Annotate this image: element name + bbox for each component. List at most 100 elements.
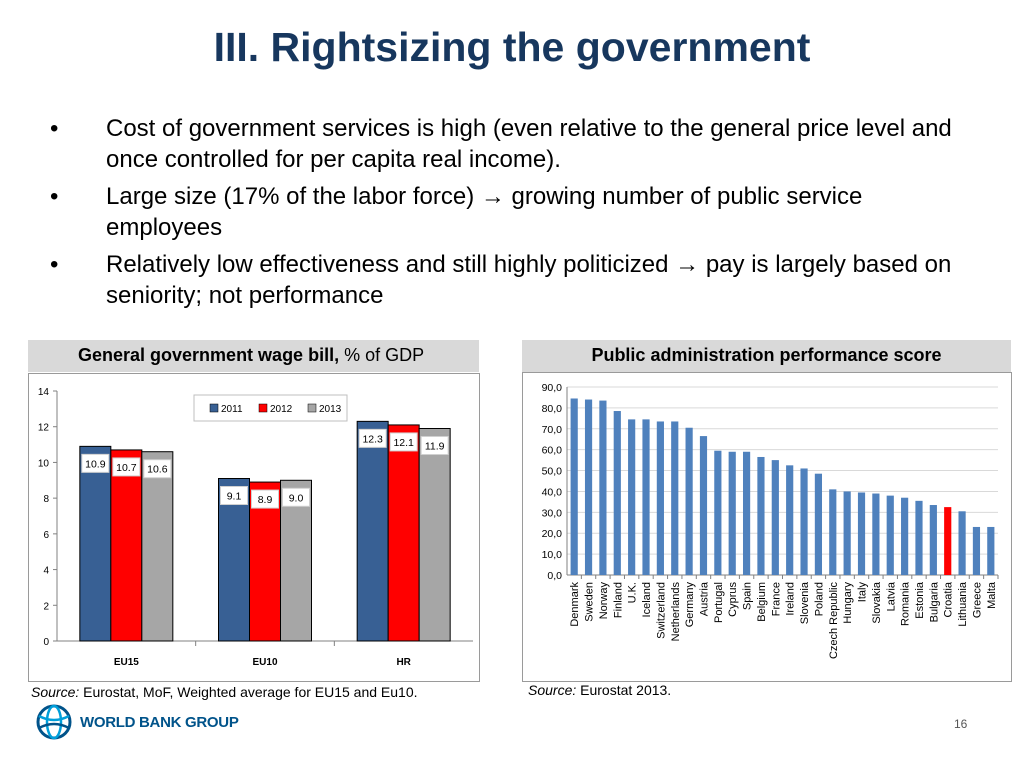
wage-bill-header-bold: General government wage bill, bbox=[78, 345, 340, 365]
data-label-box bbox=[112, 457, 141, 477]
category-label: Lithuania bbox=[957, 581, 969, 627]
legend-box bbox=[193, 394, 348, 422]
category-label: Italy bbox=[857, 582, 869, 603]
bar-eu15-2013 bbox=[141, 451, 174, 642]
y-tick-label: 40,0 bbox=[542, 486, 563, 498]
bullet-text: Cost of government services is high (eve… bbox=[106, 115, 952, 173]
data-label-box bbox=[220, 486, 248, 505]
data-label: 12.3 bbox=[362, 433, 383, 445]
category-label: Greece bbox=[971, 582, 983, 618]
bar-switzerland bbox=[656, 421, 664, 575]
legend-swatch-2013 bbox=[307, 403, 317, 413]
legend-label: 2013 bbox=[319, 404, 342, 415]
data-label-box bbox=[420, 436, 449, 455]
bar-romania bbox=[901, 497, 909, 575]
data-label-box bbox=[251, 489, 279, 509]
y-tick-label: 10 bbox=[38, 458, 50, 469]
data-label: 8.9 bbox=[258, 494, 273, 506]
bar-portugal bbox=[714, 450, 722, 575]
data-label-box bbox=[358, 428, 387, 448]
source-label: Source: bbox=[31, 684, 80, 700]
category-label: U.K. bbox=[627, 582, 639, 603]
bar-italy bbox=[857, 492, 866, 575]
data-label: 10.9 bbox=[85, 458, 106, 470]
bar-france bbox=[771, 460, 779, 575]
category-label: Malta bbox=[986, 581, 998, 609]
bar-norway bbox=[599, 400, 607, 575]
bar-slovenia bbox=[800, 468, 808, 575]
data-label: 11.9 bbox=[425, 441, 445, 453]
category-label: Norway bbox=[598, 582, 610, 620]
wage-bill-chart-header: General government wage bill, % of GDP bbox=[28, 340, 479, 372]
bar-slovakia bbox=[872, 493, 880, 575]
y-tick-label: 0 bbox=[43, 637, 49, 648]
y-tick-label: 70,0 bbox=[542, 424, 563, 436]
bar-u-k- bbox=[628, 419, 636, 575]
legend-label: 2011 bbox=[221, 404, 243, 415]
bar-cyprus bbox=[728, 451, 736, 575]
data-label-box bbox=[143, 459, 172, 479]
wage-bill-source: Source: Eurostat, MoF, Weighted average … bbox=[31, 684, 418, 700]
page-number: 16 bbox=[954, 717, 968, 731]
bar-belgium bbox=[757, 456, 765, 575]
bar-lithuania bbox=[958, 511, 966, 575]
y-tick-label: 12 bbox=[38, 423, 50, 434]
performance-chart-header: Public administration performance score bbox=[522, 340, 1011, 372]
bar-poland bbox=[814, 473, 823, 575]
y-tick-label: 60,0 bbox=[542, 445, 563, 457]
slide-title: III. Rightsizing the government bbox=[213, 24, 811, 70]
y-tick-label: 14 bbox=[38, 387, 50, 398]
wage-bill-header-rest: % of GDP bbox=[339, 345, 425, 365]
bar-hungary bbox=[843, 491, 851, 575]
y-tick-label: 6 bbox=[43, 530, 49, 541]
category-label: Romania bbox=[900, 581, 912, 626]
performance-chart-panel: 0,0 10,0 20,0 30,0 40,0 50,0 60,0 70,0 80,0 90,0 D… bbox=[522, 372, 1012, 682]
y-tick-label: 4 bbox=[43, 566, 49, 577]
legend-swatch-2012 bbox=[258, 403, 268, 413]
bar-bulgaria bbox=[929, 505, 937, 575]
bar-ireland bbox=[786, 465, 794, 575]
source-label: Source: bbox=[528, 682, 577, 698]
category-label: EU10 bbox=[252, 657, 277, 668]
data-label-box bbox=[81, 453, 110, 473]
bar-eu10-2013 bbox=[280, 479, 312, 642]
category-label: Croatia bbox=[943, 581, 955, 617]
bar-latvia bbox=[886, 495, 894, 575]
bar-denmark bbox=[570, 398, 578, 575]
category-label: Denmark bbox=[569, 582, 581, 627]
bar-greece bbox=[972, 526, 981, 575]
category-label: Czech Republic bbox=[828, 582, 840, 660]
category-label: Netherlands bbox=[670, 582, 682, 642]
bullet-item: • Large size (17% of the labor force) → … bbox=[45, 181, 985, 243]
category-label: Ireland bbox=[785, 582, 797, 616]
performance-chart: 0,0 10,0 20,0 30,0 40,0 50,0 60,0 70,0 80,0 90,0 D… bbox=[542, 382, 999, 660]
data-label: 10.7 bbox=[116, 462, 137, 474]
source-text: Eurostat, MoF, Weighted average for EU15… bbox=[79, 684, 418, 700]
legend-swatch-2011 bbox=[209, 403, 219, 413]
bullet-marker: • bbox=[50, 251, 59, 278]
wage-bill-chart-panel: 0 2 4 6 8 10 12 14 10.9 10.7 10.6 EU15 9.1 8.9 9.0 EU10… bbox=[28, 373, 480, 682]
bullet-marker: • bbox=[50, 183, 59, 210]
y-tick-label: 8 bbox=[43, 494, 49, 505]
category-label: France bbox=[770, 582, 782, 616]
category-label: Portugal bbox=[713, 582, 725, 623]
bullet-text: Large size (17% of the labor force) → gr… bbox=[106, 183, 863, 241]
category-label: Germany bbox=[684, 582, 696, 628]
category-label: Estonia bbox=[914, 581, 926, 619]
wage-bill-chart: 0 2 4 6 8 10 12 14 10.9 10.7 10.6 EU15 9.1 8.9 9.0 EU10… bbox=[38, 387, 473, 668]
bullet-item: • Cost of government services is high (e… bbox=[45, 113, 985, 175]
y-tick-label: 0,0 bbox=[547, 570, 562, 582]
bullet-marker: • bbox=[50, 115, 59, 142]
bar-finland bbox=[613, 411, 621, 575]
data-label: 10.6 bbox=[147, 464, 168, 476]
category-label: Switzerland bbox=[655, 582, 667, 639]
y-tick-label: 20,0 bbox=[542, 528, 563, 540]
bar-germany bbox=[685, 427, 693, 575]
world-bank-logo: WORLD BANK GROUP bbox=[36, 704, 239, 740]
bar-eu15-2011 bbox=[79, 445, 112, 642]
data-label-box bbox=[282, 487, 310, 507]
y-tick-label: 10,0 bbox=[542, 549, 563, 561]
y-tick-label: 90,0 bbox=[542, 382, 563, 394]
category-label: Poland bbox=[813, 582, 825, 616]
source-text: Eurostat 2013. bbox=[576, 682, 672, 698]
